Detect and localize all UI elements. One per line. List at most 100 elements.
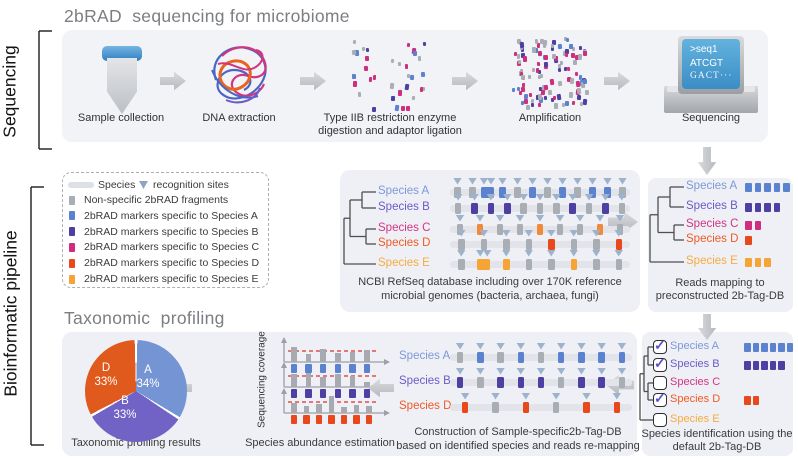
sequencer-icon: >seq1 ATCGT GACT···: [664, 36, 760, 120]
pie-slice-label-d: D 33%: [86, 362, 126, 390]
marker-square: [496, 223, 504, 235]
dna-fragment: [522, 83, 525, 87]
abundance-caption: Species abundance estimation: [245, 437, 395, 449]
recognition-site-icon: [456, 229, 466, 237]
read-square: [773, 202, 780, 212]
marker-square: [619, 186, 626, 198]
legend-item-label: 2bRAD markers specific to Species D: [84, 257, 260, 270]
marker-square: [517, 351, 525, 363]
recognition-site-icon: [456, 249, 466, 257]
recognition-site-icon: [460, 392, 470, 400]
legend-swatch: [69, 242, 75, 252]
dna-fragment: [524, 98, 529, 105]
recognition-site-icon: [535, 214, 545, 222]
species-label: Species C: [378, 222, 431, 234]
species-checkbox: ✓: [653, 355, 667, 372]
marker-square: [520, 202, 527, 214]
recognition-site-icon: [597, 367, 607, 375]
coverage-bar: [291, 403, 297, 413]
recognition-site-icon: [618, 177, 627, 185]
coverage-bar: [291, 347, 297, 362]
species-label: Species A: [686, 180, 738, 192]
dna-fragment: [358, 91, 362, 97]
marker-square: [613, 401, 621, 413]
pie-slice-pct: 33%: [113, 408, 137, 421]
dna-fragment: [527, 74, 532, 80]
dna-fragment: [576, 87, 582, 95]
read-square: [745, 235, 752, 245]
legend-sites-word: recognition sites: [153, 179, 229, 191]
dna-fragment: [556, 93, 562, 101]
recognition-site-icon: [536, 342, 546, 350]
read-square: [349, 389, 356, 398]
marker-square: [596, 223, 604, 235]
pie-slice-pct: 34%: [136, 377, 160, 390]
species-label: Species D: [670, 393, 721, 405]
sequencer-monitor: >seq1 ATCGT GACT···: [678, 36, 744, 94]
dna-fragment: [413, 51, 418, 57]
refseq-caption-2: microbial genomes (bacteria, archaea, fu…: [381, 290, 599, 302]
screen-line: ATCGT: [690, 57, 724, 69]
recognition-site-icon: [516, 367, 526, 375]
species-label: Species E: [686, 255, 738, 267]
species-label: Species E: [378, 257, 430, 269]
recognition-site-icon: [576, 367, 586, 375]
dna-fragment: [576, 94, 581, 101]
construction-caption-1: Construction of Sample-specific2b-Tag-DB: [414, 426, 622, 438]
recognition-site-icon: [455, 367, 465, 375]
marker-square: [615, 258, 622, 270]
dna-fragment: [582, 98, 588, 105]
recognition-site-icon: [569, 229, 579, 237]
pie-slice-letter: D: [101, 362, 111, 374]
dna-fragment: [528, 92, 532, 98]
dna-fragment: [372, 74, 377, 80]
dna-fragment: [557, 44, 562, 50]
read-square: [752, 342, 759, 352]
read-square: [778, 360, 785, 370]
dna-fragment: [398, 89, 403, 96]
marker-square: [458, 258, 465, 270]
dna-fragment: [352, 74, 357, 80]
marker-square: [570, 258, 577, 270]
dna-fragment: [532, 47, 537, 53]
species-label: Species B: [670, 358, 720, 370]
recognition-site-icon: [479, 177, 489, 185]
read-square: [761, 342, 768, 352]
species-label: Species A: [670, 340, 719, 352]
coverage-bar: [364, 350, 370, 362]
recognition-site-icon: [551, 392, 561, 400]
marker-square: [589, 186, 596, 198]
recognition-site-icon: [515, 214, 525, 222]
recognition-site-icon: [612, 392, 622, 400]
dna-fragment: [524, 93, 529, 99]
marker-square: [503, 238, 510, 250]
recognition-site-icon: [455, 214, 465, 222]
read-square: [754, 220, 761, 230]
species-label: Species A: [378, 185, 430, 197]
recognition-site-icon: [496, 342, 506, 350]
dna-fragment: [537, 94, 542, 100]
dna-fragment: [517, 59, 521, 64]
read-square: [365, 415, 373, 424]
marker-square: [514, 186, 521, 198]
coverage-bar: [303, 406, 310, 413]
read-square: [745, 202, 752, 212]
genome-bar: [450, 240, 630, 248]
read-square: [752, 395, 759, 405]
read-square: [290, 415, 297, 424]
species-label: Species B: [686, 200, 738, 212]
recognition-site-icon: [498, 177, 507, 185]
dna-fragment: [391, 95, 396, 102]
recognition-site-icon: [569, 249, 579, 257]
coverage-bar: [305, 354, 312, 362]
marker-square: [537, 376, 545, 388]
genome-bar: [450, 188, 630, 196]
read-square: [764, 182, 771, 192]
recognition-site-icon: [575, 214, 585, 222]
recognition-site-icon: [479, 229, 489, 237]
dna-fragment: [526, 104, 531, 110]
recognition-site-icon: [591, 229, 601, 237]
read-square: [290, 364, 297, 373]
dna-fragment: [544, 96, 547, 100]
